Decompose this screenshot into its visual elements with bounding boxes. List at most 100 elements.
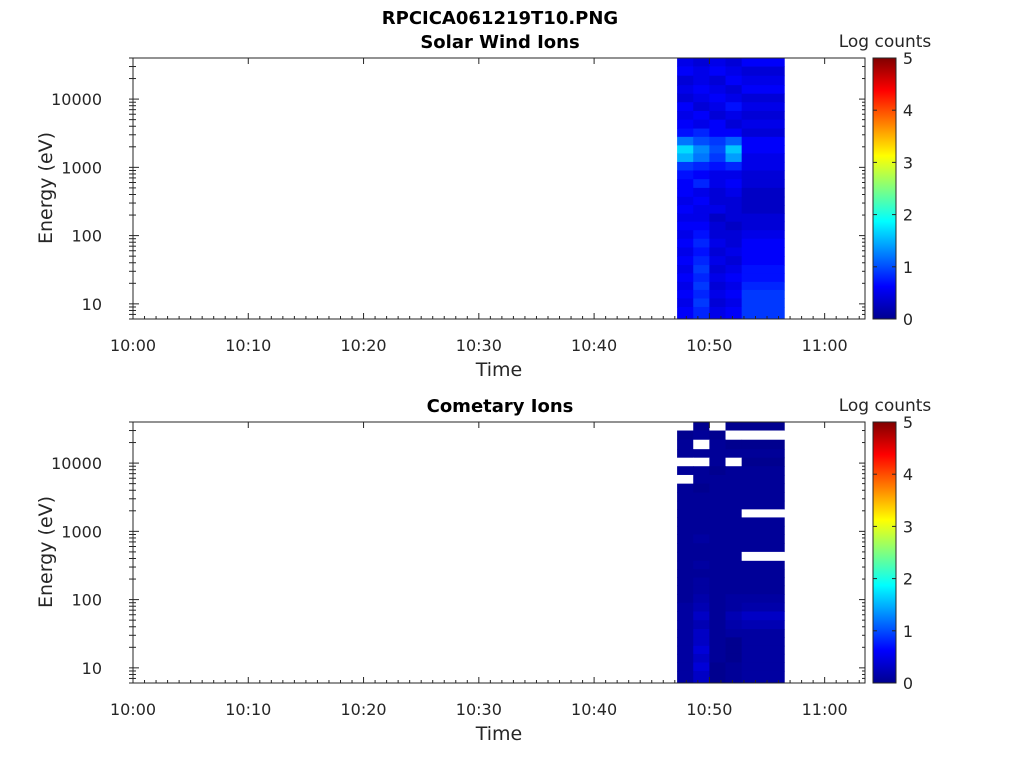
heatmap-cell — [725, 265, 743, 274]
heatmap-cell — [709, 509, 726, 518]
heatmap-cell — [677, 457, 694, 467]
x-tick-label: 10:50 — [686, 700, 732, 719]
heatmap-cell — [709, 85, 726, 95]
heatmap-cell — [725, 256, 743, 266]
heatmap-cell — [725, 645, 743, 655]
heatmap-cell — [677, 281, 694, 291]
heatmap-cell — [709, 449, 726, 459]
heatmap-cell — [741, 662, 785, 672]
heatmap-cell — [709, 585, 726, 595]
heatmap-cell — [693, 187, 710, 198]
heatmap-cell — [725, 483, 743, 493]
heatmap-cell — [725, 75, 743, 86]
plot-frame — [132, 421, 866, 684]
heatmap-cell — [741, 422, 785, 431]
heatmap-cell — [709, 670, 726, 684]
heatmap-cell — [677, 439, 694, 450]
heatmap-cell — [725, 653, 743, 663]
heatmap-cell — [725, 179, 743, 189]
heatmap-cell — [693, 110, 710, 121]
heatmap-cell — [741, 560, 785, 570]
heatmap-cell — [709, 187, 726, 198]
heatmap-cell — [725, 187, 743, 198]
heatmap-cell — [709, 457, 726, 467]
x-tick-label: 10:30 — [456, 700, 502, 719]
heatmap-cell — [677, 205, 694, 215]
heatmap-cell — [741, 281, 785, 291]
heatmap-cell — [709, 653, 726, 663]
heatmap-cell — [693, 298, 710, 308]
heatmap-cell — [709, 517, 726, 527]
heatmap-cell — [677, 422, 694, 431]
heatmap-cell — [741, 474, 785, 485]
heatmap-cell — [693, 560, 710, 570]
heatmap-cell — [725, 525, 743, 535]
heatmap-cell — [693, 534, 710, 544]
heatmap-cell — [709, 265, 726, 274]
x-tick-label: 10:10 — [225, 336, 271, 355]
heatmap-cell — [677, 213, 694, 223]
heatmap-cell — [725, 517, 743, 527]
heatmap-cell — [725, 170, 743, 180]
colorbar-tick-label: 4 — [903, 101, 913, 120]
heatmap-cell — [741, 161, 785, 171]
y-tick-label: 10 — [82, 659, 102, 678]
heatmap-cell — [693, 75, 710, 86]
heatmap-cell — [725, 102, 743, 112]
heatmap-cell — [693, 281, 710, 291]
heatmap-cell — [709, 196, 726, 206]
heatmap-cell — [693, 238, 710, 248]
heatmap-cell — [709, 58, 726, 67]
heatmap-cell — [725, 594, 743, 604]
heatmap-cell — [677, 75, 694, 86]
heatmap-cell — [693, 594, 710, 604]
colorbar-tick-label: 2 — [903, 570, 913, 589]
heatmap-cell — [677, 289, 694, 299]
heatmap-cell — [725, 620, 743, 630]
heatmap-cell — [677, 230, 694, 240]
heatmap-cell — [725, 161, 743, 171]
heatmap-cell — [709, 110, 726, 121]
colorbar — [872, 57, 897, 320]
heatmap-cell — [741, 306, 785, 320]
heatmap-cells — [677, 422, 785, 684]
heatmap-cell — [693, 196, 710, 206]
heatmap-cell — [741, 569, 785, 579]
y-tick-label: 100 — [71, 227, 102, 246]
cometary-ions-panel: Cometary Ions 10:00 10:10 10:20 10:30 10:40 1… — [35, 396, 931, 745]
plot-frame — [132, 57, 866, 320]
heatmap-cell — [709, 119, 726, 129]
heatmap-cell — [677, 145, 694, 154]
heatmap-cell — [693, 85, 710, 95]
figure-title: RPCICA061219T10.PNG — [382, 8, 618, 29]
heatmap-cell — [693, 66, 710, 77]
heatmap-cell — [693, 256, 710, 266]
heatmap-cell — [677, 543, 694, 553]
heatmap-cell — [709, 594, 726, 604]
heatmap-cell — [693, 551, 710, 562]
heatmap-cell — [725, 543, 743, 553]
heatmap-cell — [709, 483, 726, 493]
heatmap-cell — [693, 466, 710, 476]
heatmap-cell — [709, 145, 726, 154]
heatmap-cell — [693, 289, 710, 299]
heatmap-cell — [677, 611, 694, 621]
heatmap-cell — [677, 629, 694, 638]
y-tick-label: 1000 — [61, 522, 102, 541]
heatmap-cell — [709, 102, 726, 112]
heatmap-cell — [725, 247, 743, 257]
heatmap-cell — [709, 492, 726, 502]
heatmap-cell — [725, 238, 743, 248]
heatmap-cell — [709, 161, 726, 171]
heatmap-cell — [741, 75, 785, 86]
heatmap-cell — [677, 153, 694, 163]
x-tick-label: 10:20 — [340, 336, 386, 355]
heatmap-cell — [677, 273, 694, 283]
heatmap-cell — [709, 281, 726, 291]
heatmap-cell — [725, 58, 743, 67]
heatmap-cell — [693, 306, 710, 320]
heatmap-cell — [677, 653, 694, 663]
x-axis-label: Time — [475, 723, 523, 745]
heatmap-cell — [677, 66, 694, 77]
heatmap-cell — [677, 221, 694, 231]
